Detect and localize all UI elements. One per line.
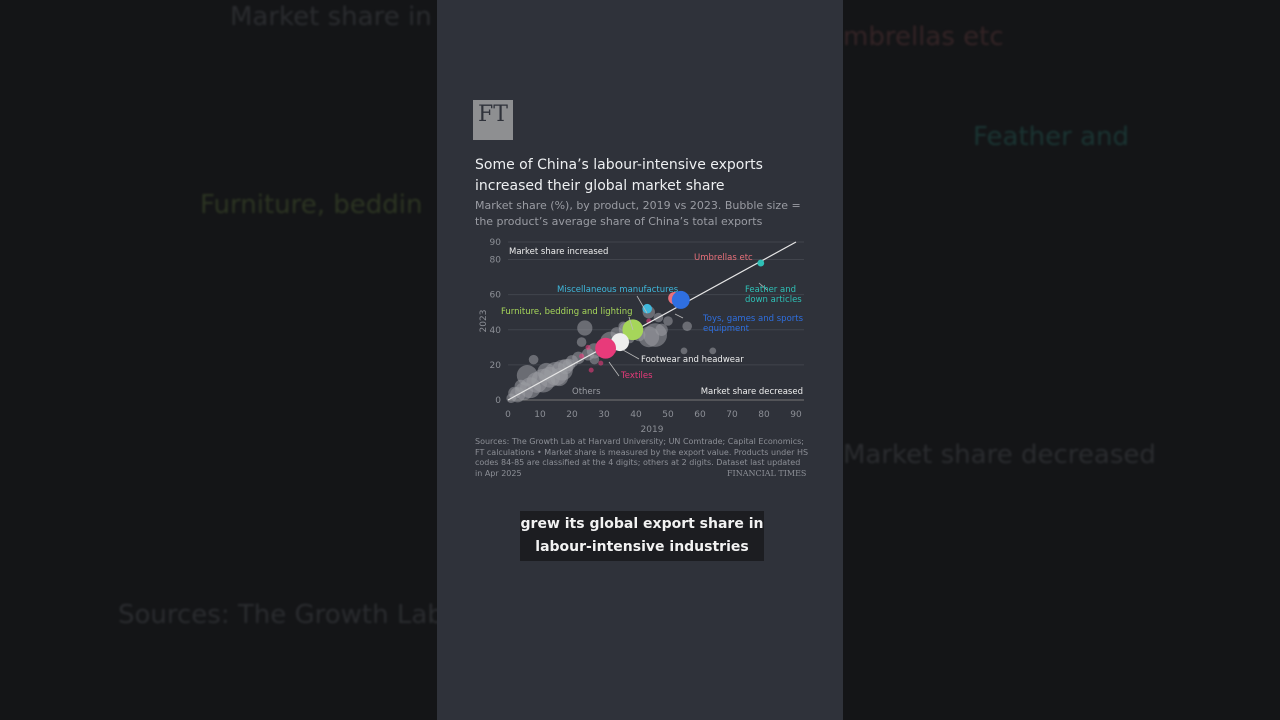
label-leader bbox=[628, 316, 634, 331]
x-tick-label: 40 bbox=[630, 410, 642, 420]
annotation-increased: Market share increased bbox=[509, 247, 608, 257]
label-4: Furniture, bedding and lighting bbox=[501, 307, 633, 317]
label-5: Footwear and headwear bbox=[641, 355, 744, 365]
y-tick-label: 60 bbox=[490, 291, 502, 301]
label-1: equipment bbox=[703, 324, 750, 334]
sources-note: Sources: The Growth Lab at Harvard Unive… bbox=[475, 437, 809, 478]
bubble-other bbox=[589, 354, 600, 365]
label-0: Umbrellas etc bbox=[694, 253, 753, 263]
ghost-text: Market share in bbox=[230, 2, 432, 32]
label-3: Miscellaneous manufactures bbox=[557, 285, 679, 295]
bubble-highlight bbox=[671, 290, 690, 309]
label-2: Feather and bbox=[745, 285, 796, 295]
chart-title: Some of China’s labour-intensive exports… bbox=[475, 157, 763, 194]
y-tick-label: 40 bbox=[490, 326, 502, 336]
bubble-other bbox=[508, 386, 521, 400]
bubble-other-textile bbox=[579, 353, 585, 359]
blurred-background-right: mbrellas etc Feather and Market share de… bbox=[843, 0, 1280, 720]
x-tick-label: 50 bbox=[662, 410, 674, 420]
bubble-other bbox=[680, 347, 688, 355]
chart-subtitle: Market share (%), by product, 2019 vs 20… bbox=[475, 199, 801, 228]
bubble-other bbox=[682, 321, 692, 332]
bubble-highlight bbox=[642, 303, 652, 314]
ft-logo: FT bbox=[473, 100, 513, 140]
reference-line bbox=[507, 241, 797, 401]
bubble-other bbox=[655, 323, 668, 336]
annotation-decreased: Market share decreased bbox=[701, 387, 803, 397]
label-6: Textiles bbox=[620, 371, 653, 381]
label-leader bbox=[636, 295, 648, 314]
bubble-other bbox=[709, 347, 717, 355]
label-others: Others bbox=[572, 387, 601, 397]
blurred-background-left: Market share in Furniture, beddin Source… bbox=[0, 0, 437, 720]
label-leader bbox=[758, 282, 768, 291]
bubble-other bbox=[528, 354, 539, 365]
bubble-highlight bbox=[595, 337, 616, 359]
video-frame: FT Some of China’s labour-intensive expo… bbox=[437, 0, 843, 720]
label-leader bbox=[622, 349, 640, 360]
label-leader bbox=[674, 313, 684, 319]
video-caption: grew its global export share in labour-i… bbox=[520, 511, 764, 561]
x-tick-label: 90 bbox=[790, 410, 802, 420]
x-tick-label: 70 bbox=[726, 410, 738, 420]
y-tick-label: 0 bbox=[495, 396, 501, 406]
y-tick-label: 80 bbox=[490, 256, 502, 266]
x-tick-label: 10 bbox=[534, 410, 546, 420]
bubble-other bbox=[577, 320, 593, 336]
ghost-text: mbrellas etc bbox=[843, 22, 1004, 52]
ghost-text: Market share decreased bbox=[843, 440, 1156, 470]
bubble-chart: 0 20 40 60 80 90 0 10 20 30 40 50 60 70 80 90 2019 2023 Um… bbox=[479, 238, 804, 435]
x-tick-label: 80 bbox=[758, 410, 770, 420]
label-1: Toys, games and sports bbox=[702, 314, 804, 324]
x-tick-label: 0 bbox=[505, 410, 511, 420]
bubble-highlight bbox=[757, 259, 765, 267]
bubble-other-textile bbox=[598, 360, 604, 366]
x-tick-label: 30 bbox=[598, 410, 610, 420]
y-axis-label: 2023 bbox=[479, 310, 489, 333]
bubble-other-textile bbox=[585, 344, 591, 350]
bubble-other-textile bbox=[588, 367, 594, 373]
x-axis-label: 2019 bbox=[641, 425, 664, 435]
x-tick-label: 60 bbox=[694, 410, 706, 420]
ghost-text: Sources: The Growth Lab bbox=[118, 600, 437, 630]
ghost-text: Furniture, beddin bbox=[200, 190, 423, 220]
publisher-mark: FINANCIAL TIMES bbox=[727, 469, 807, 478]
bubble-other bbox=[550, 368, 569, 387]
y-tick-label: 20 bbox=[490, 361, 502, 371]
bubble-other bbox=[576, 337, 587, 347]
label-2: down articles bbox=[745, 295, 802, 305]
bubble-other bbox=[663, 316, 673, 326]
x-tick-label: 20 bbox=[566, 410, 578, 420]
y-tick-label: 90 bbox=[490, 238, 502, 248]
ghost-text: Feather and bbox=[973, 122, 1129, 152]
label-leader bbox=[608, 361, 620, 377]
